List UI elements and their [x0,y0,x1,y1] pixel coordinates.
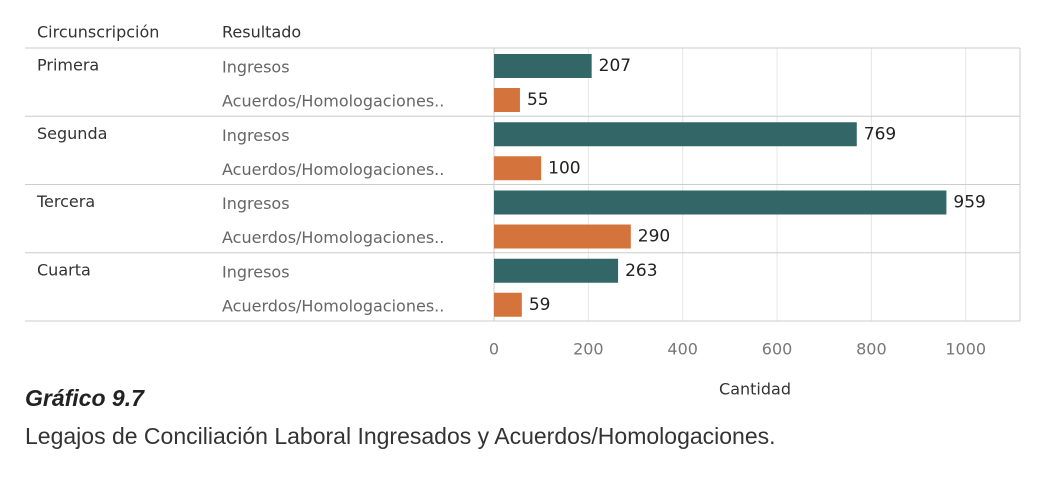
bar [494,122,857,147]
bar [494,258,619,283]
value-label: 959 [953,193,985,213]
row-label: Acuerdos/Homologaciones.. [222,228,444,247]
row-label: Ingresos [222,194,290,213]
x-tick-label: 0 [489,340,499,359]
group-label: Primera [37,56,99,75]
figure-label: Gráfico 9.7 [25,385,145,411]
x-tick-label: 200 [573,340,604,359]
x-tick-label: 1000 [945,340,986,359]
bar [494,54,592,78]
group-label: Tercera [36,192,95,211]
row-label: Acuerdos/Homologaciones.. [222,296,444,315]
row-label: Ingresos [222,58,290,77]
bar [494,156,542,181]
x-tick-label: 600 [762,340,793,359]
figure-caption: Legajos de Conciliación Laboral Ingresad… [25,423,776,449]
value-label: 100 [548,158,580,178]
x-tick-label: 800 [856,340,887,359]
group-label: Cuarta [37,260,91,279]
x-tick-label: 400 [667,340,698,359]
value-label: 769 [864,124,896,144]
row-label: Ingresos [222,126,290,145]
row-label: Acuerdos/Homologaciones.. [222,92,444,111]
value-label: 55 [527,90,549,110]
bar [494,88,520,112]
row-label: Ingresos [222,262,290,281]
value-label: 207 [599,56,631,76]
bar [494,190,947,215]
row-label: Acuerdos/Homologaciones.. [222,160,444,179]
value-label: 263 [625,261,657,281]
x-axis-label: Cantidad [719,380,791,399]
value-label: 59 [529,295,551,315]
group-label: Segunda [37,124,107,143]
column-header: Circunscripción [37,23,159,42]
bar [494,224,631,249]
value-label: 290 [638,227,670,247]
column-header: Resultado [222,23,301,42]
bar [494,292,522,317]
